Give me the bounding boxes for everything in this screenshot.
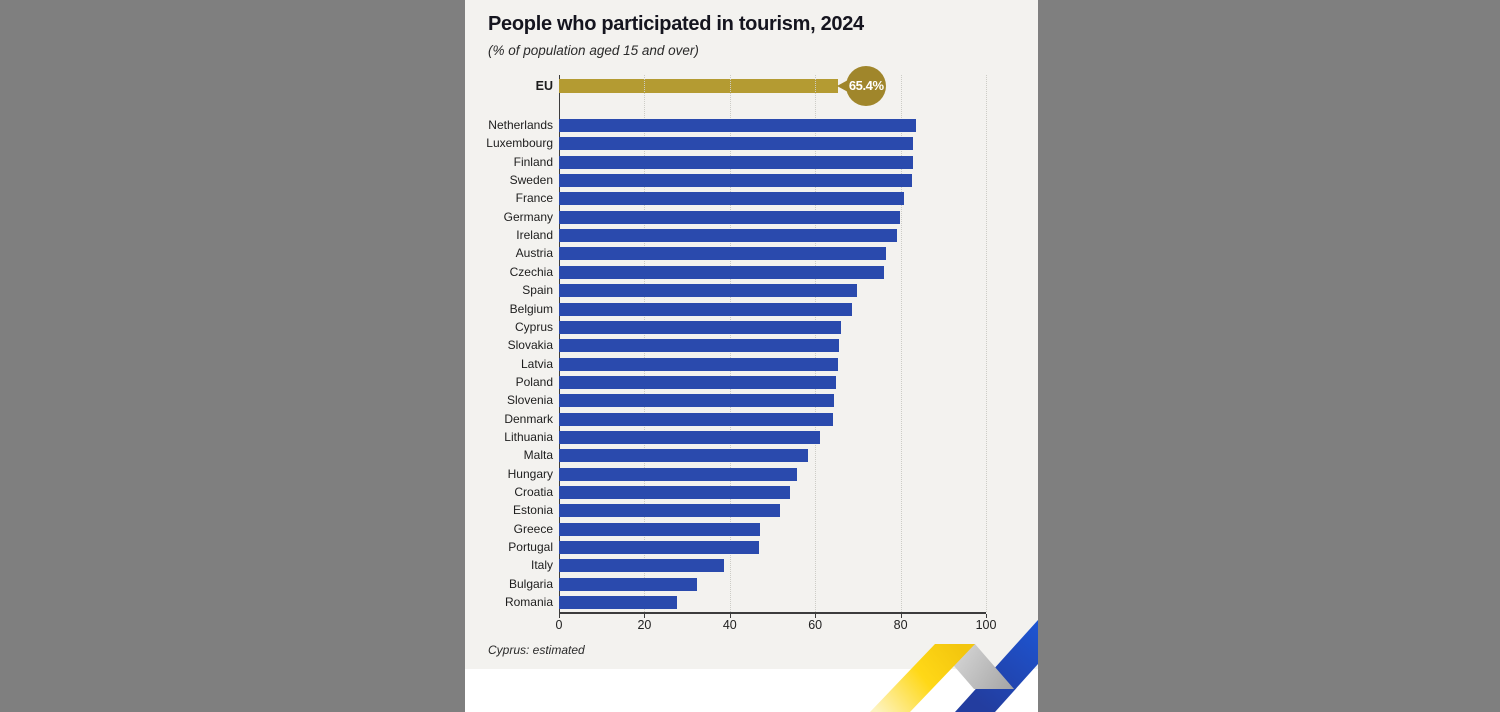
country-label-hungary: Hungary <box>507 466 553 481</box>
tick-mark-40 <box>729 613 731 618</box>
country-bar-greece <box>559 522 760 536</box>
country-label-finland: Finland <box>513 154 553 169</box>
tick-mark-20 <box>644 613 646 618</box>
country-bar-austria <box>559 247 887 261</box>
eu-badge-pointer-icon <box>837 80 849 92</box>
country-label-belgium: Belgium <box>509 301 553 316</box>
tick-mark-80 <box>900 613 902 618</box>
country-label-latvia: Latvia <box>520 356 553 371</box>
country-bar-germany <box>559 210 900 224</box>
tick-label-60: 60 <box>808 618 823 632</box>
chart-title: People who participated in tourism, 2024 <box>488 13 864 35</box>
country-label-sweden: Sweden <box>509 173 553 188</box>
country-label-bulgaria: Bulgaria <box>508 576 553 591</box>
tick-mark-60 <box>815 613 817 618</box>
country-bar-luxembourg <box>559 137 914 151</box>
gridline-100 <box>986 75 987 612</box>
tick-label-80: 80 <box>893 618 908 632</box>
tick-mark-0 <box>559 613 560 618</box>
country-label-lithuania: Lithuania <box>504 429 553 444</box>
country-label-slovenia: Slovenia <box>506 393 553 408</box>
country-bar-poland <box>559 375 836 389</box>
country-bar-lithuania <box>559 430 821 444</box>
country-label-cyprus: Cyprus <box>514 319 553 334</box>
country-label-malta: Malta <box>523 448 553 463</box>
country-bar-netherlands <box>559 119 917 132</box>
country-label-austria: Austria <box>515 246 553 261</box>
country-bar-croatia <box>559 486 790 499</box>
country-bar-czechia <box>559 265 884 279</box>
country-label-denmark: Denmark <box>504 411 553 426</box>
country-label-romania: Romania <box>504 595 553 610</box>
tick-label-40: 40 <box>722 618 737 632</box>
x-axis <box>558 612 986 614</box>
country-label-estonia: Estonia <box>512 503 553 518</box>
country-bar-denmark <box>559 412 834 426</box>
country-label-italy: Italy <box>530 558 553 573</box>
footnote-cyprus: Cyprus: estimated <box>488 643 585 657</box>
country-bar-malta <box>559 449 808 463</box>
country-label-spain: Spain <box>522 283 553 298</box>
country-bar-ireland <box>559 229 897 243</box>
country-bar-bulgaria <box>559 577 697 591</box>
ribbon-decoration <box>870 620 1038 712</box>
tick-label-100: 100 <box>975 618 997 632</box>
country-label-greece: Greece <box>513 521 553 536</box>
tick-label-0: 0 <box>555 618 563 632</box>
eu-row-label: EU <box>535 79 553 93</box>
tick-mark-100 <box>986 613 987 618</box>
country-label-france: France <box>515 191 553 206</box>
country-bar-cyprus <box>559 320 841 334</box>
country-bar-france <box>559 192 905 206</box>
country-label-croatia: Croatia <box>514 485 553 499</box>
country-label-slovakia: Slovakia <box>507 338 553 353</box>
chart-card: People who participated in tourism, 2024… <box>465 0 1038 712</box>
country-bar-hungary <box>559 467 798 481</box>
eu-bar <box>559 79 839 93</box>
chart-subtitle: (% of population aged 15 and over) <box>488 43 699 58</box>
tick-label-20: 20 <box>637 618 652 632</box>
country-label-poland: Poland <box>515 374 553 389</box>
country-bar-spain <box>559 284 858 298</box>
country-bar-finland <box>559 155 913 169</box>
country-label-portugal: Portugal <box>508 540 553 555</box>
country-bar-belgium <box>559 302 852 316</box>
country-bar-slovenia <box>559 394 834 408</box>
gridline-80 <box>900 75 902 612</box>
country-label-germany: Germany <box>503 209 553 224</box>
eu-value-badge: 65.4% <box>846 66 887 106</box>
country-bar-sweden <box>559 174 912 188</box>
country-bar-romania <box>559 596 678 610</box>
plot-area: EU 65.4% 0 20 40 60 80 100 Netherlands Luxembou… <box>465 0 1038 712</box>
country-bar-latvia <box>559 357 839 371</box>
country-label-netherlands: Netherlands <box>488 118 553 132</box>
country-bar-italy <box>559 559 725 573</box>
country-label-czechia: Czechia <box>509 264 553 279</box>
country-bar-estonia <box>559 504 781 518</box>
country-bar-slovakia <box>559 339 840 353</box>
country-label-ireland: Ireland <box>516 228 553 243</box>
country-label-luxembourg: Luxembourg <box>486 136 553 151</box>
country-bar-portugal <box>559 541 759 555</box>
ribbon-yellow-band <box>870 644 975 712</box>
